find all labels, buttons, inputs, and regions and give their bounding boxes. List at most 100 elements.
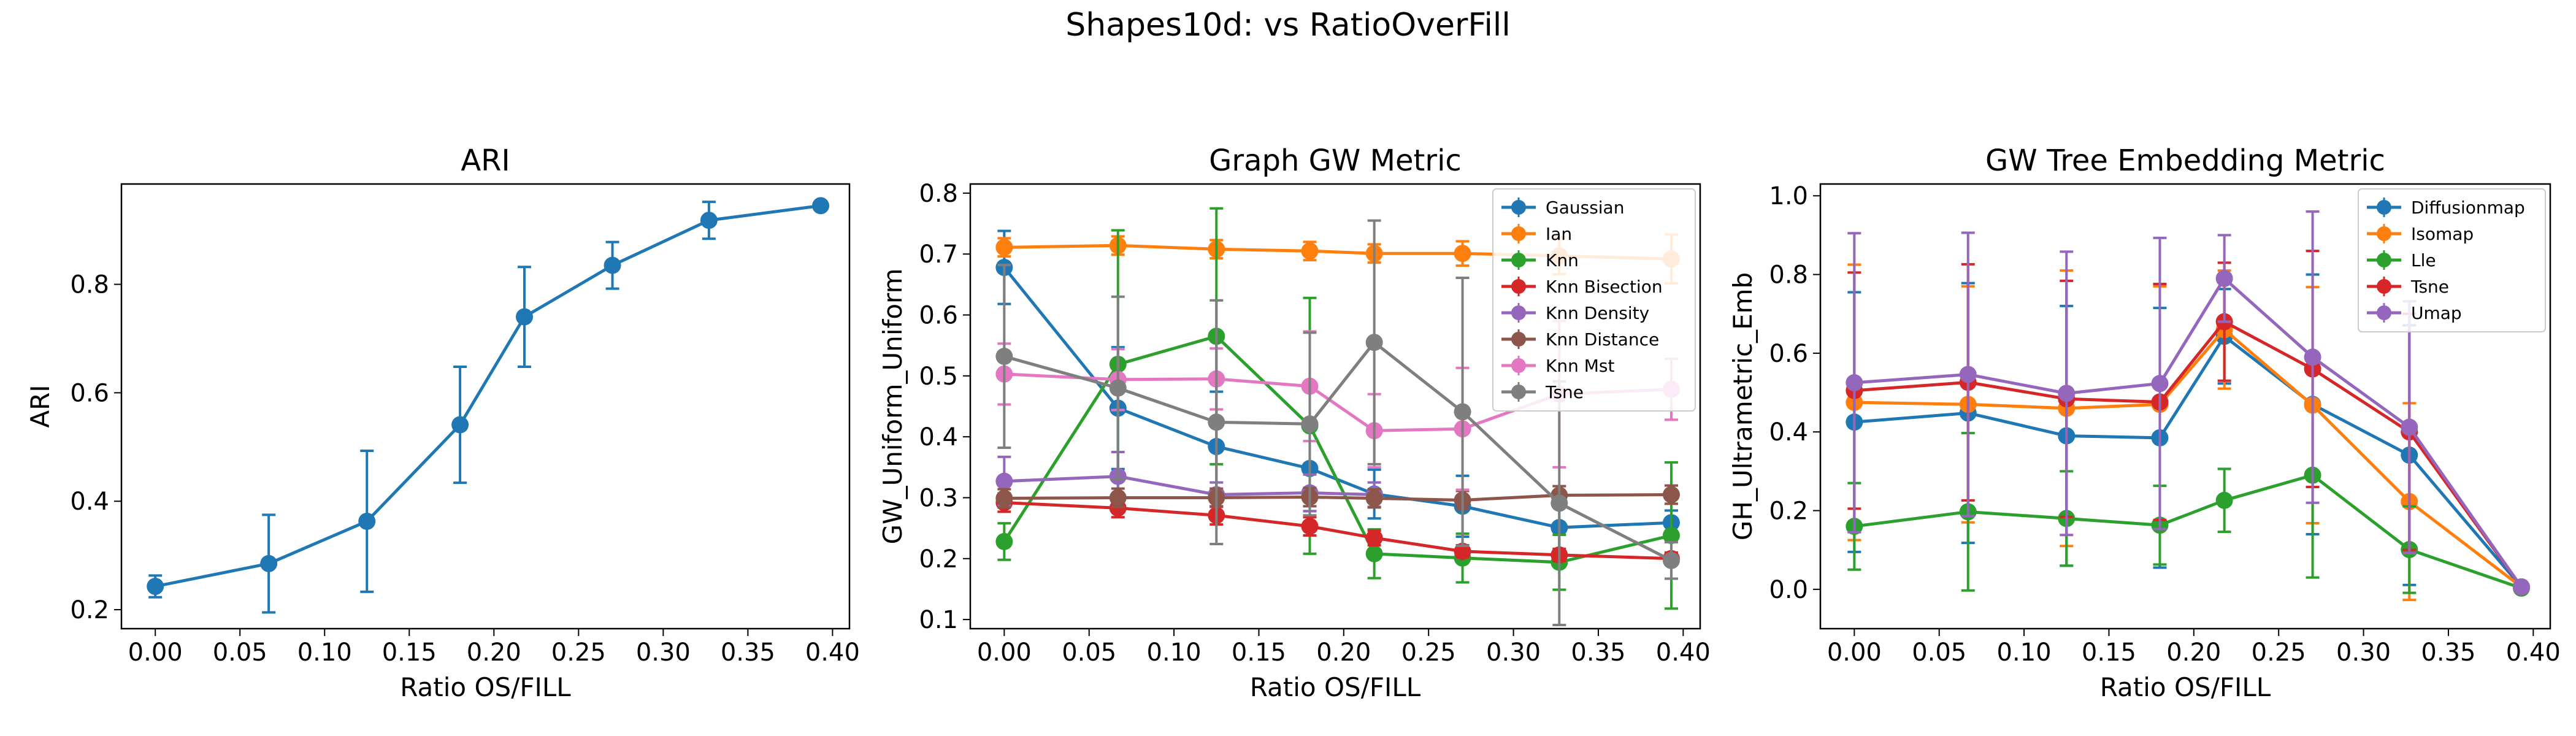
x-tick-label: 0.15 [382,638,437,667]
legend-marker [1511,279,1526,294]
legend-entry-umap: Umap [2367,303,2462,323]
x-tick-label: 0.10 [297,638,352,667]
data-point [1551,494,1568,512]
legend: Diffusionmap Isomap Lle Tsne Umap [2358,188,2546,332]
legend-label: Ian [1546,224,1572,244]
data-point [2058,385,2076,402]
data-point [1365,489,1383,507]
legend-label: Diffusionmap [2411,197,2525,218]
legend-label: Gaussian [1546,197,1624,218]
data-point [995,472,1013,490]
y-tick-label: 0.2 [1769,497,1808,526]
x-tick-label: 0.15 [2082,638,2136,667]
series-line [1854,328,2523,588]
x-tick-label: 0.25 [551,638,606,667]
x-tick-label: 0.10 [1997,638,2052,667]
y-tick-label: 0.6 [1769,340,1808,368]
y-tick-label: 0.4 [70,488,109,516]
x-tick-label: 0.25 [2252,638,2306,667]
data-point [1109,379,1127,397]
series-line [1003,334,1672,564]
legend-box [2358,188,2546,332]
data-point [1208,413,1225,431]
data-point [1365,529,1383,547]
data-point [1301,242,1319,260]
data-point [515,308,533,326]
y-tick-label: 0.8 [1769,261,1808,289]
series-line [1854,473,2522,590]
data-point [147,578,164,596]
data-point [995,239,1013,256]
legend-entry-knn: Knn [1501,250,1579,270]
data-point [1662,527,1680,545]
chart-panels: ARI 0.00 0.05 0.10 0.15 0.20 0.25 0.30 0.35 0.40 0… [25,144,2561,702]
x-tick-label: 0.20 [2166,638,2221,667]
y-tick-label: 0.2 [70,596,109,624]
data-point [2304,348,2321,366]
legend-label: Tsne [1545,382,1584,402]
data-point [995,348,1013,366]
legend-box [1492,188,1696,412]
data-point [1365,545,1383,562]
legend-marker [1511,305,1526,320]
series-line [1854,277,2523,588]
x-tick-label: 0.40 [805,638,860,667]
data-point [451,416,469,434]
legend-label: Knn [1546,250,1579,270]
y-tick-label: 0.2 [919,545,958,573]
series-line [1003,340,1673,562]
data-point [812,197,830,215]
panel-1: ARI 0.00 0.05 0.10 0.15 0.20 0.25 0.30 0.35 0.40 0… [25,144,860,702]
panel-title: ARI [461,144,510,178]
legend: Gaussian Ian Knn Knn Bisection Knn Density Kn… [1492,188,1696,412]
y-tick-label: 0.4 [1769,418,1808,447]
legend-label: Knn Distance [1546,329,1659,350]
x-axis-label: Ratio OS/FILL [400,672,571,702]
legend-marker [1511,200,1526,215]
legend-entry-gaussian: Gaussian [1501,197,1624,218]
panel-2: Graph GW Metric 0.00 0.05 0.10 0.15 0.20 0.25 0… [878,144,1711,702]
legend-label: Isomap [2411,224,2474,244]
x-tick-label: 0.00 [977,638,1032,667]
y-tick-label: 0.0 [1769,576,1808,604]
y-tick-label: 0.7 [919,240,958,269]
legend-marker [1511,253,1526,267]
legend-entry-knn-mst: Knn Mst [1501,356,1615,376]
series-line [1004,500,1672,561]
y-tick-label: 0.5 [919,362,958,391]
legend-marker [2377,305,2391,320]
x-tick-label: 0.20 [467,638,521,667]
x-tick-label: 0.35 [721,638,775,667]
figure-suptitle: Shapes10d: vs RatioOverFill [1065,7,1511,44]
data-point [358,512,376,530]
x-tick-label: 0.00 [1827,638,1882,667]
y-tick-label: 1.0 [1769,182,1808,210]
legend-label: Tsne [2410,277,2449,297]
y-tick-label: 0.8 [919,180,958,208]
x-tick-label: 0.35 [1571,638,1625,667]
data-point [1846,374,1863,392]
x-axis-label: Ratio OS/FILL [2100,672,2271,702]
series-line [1854,320,2523,588]
legend-marker [1511,385,1526,399]
data-point [1109,489,1127,507]
data-point [995,489,1013,507]
y-axis-label: ARI [25,385,55,427]
y-tick-label: 0.1 [919,606,958,634]
x-tick-label: 0.05 [213,638,267,667]
y-tick-label: 0.3 [919,484,958,512]
legend-marker [1511,332,1526,347]
data-point [700,212,718,229]
x-tick-label: 0.00 [128,638,183,667]
y-tick-label: 0.6 [70,379,109,407]
x-tick-label: 0.30 [1486,638,1541,667]
data-point [1959,366,1977,383]
legend-entry-tsne: Tsne [1501,382,1584,402]
data-point [2401,418,2418,436]
x-tick-label: 0.30 [2336,638,2391,667]
series-line [1003,266,1672,529]
y-tick-label: 0.6 [919,302,958,330]
series-umap [1846,210,2530,596]
